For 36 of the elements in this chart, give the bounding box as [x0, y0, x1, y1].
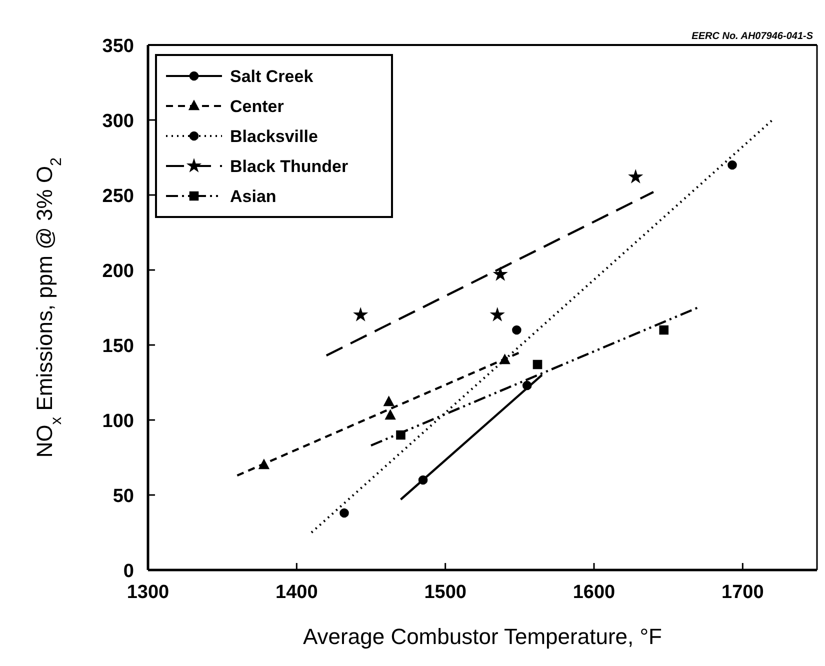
y-tick-label: 350 — [102, 36, 134, 57]
point — [354, 308, 368, 321]
point — [384, 396, 394, 406]
x-tick-label: 1300 — [126, 582, 170, 603]
y-tick-label: 250 — [102, 186, 134, 207]
legend-label: Blacksville — [230, 127, 318, 146]
point — [659, 325, 669, 335]
y-tick-label: 300 — [102, 111, 134, 132]
y-tick-label: 50 — [112, 486, 134, 507]
point — [629, 170, 642, 183]
point — [494, 268, 507, 280]
point — [340, 508, 349, 518]
point — [500, 354, 510, 364]
legend-label: Asian — [230, 187, 276, 206]
x-tick-label: 1500 — [424, 582, 466, 603]
point — [512, 325, 522, 335]
y-tick-label: 150 — [102, 336, 134, 357]
y-tick-label: 0 — [123, 561, 134, 582]
text: EERC No. AH07946-041-S — [692, 31, 814, 42]
point — [522, 380, 532, 390]
x-tick-label: 1400 — [276, 582, 318, 603]
point — [728, 160, 737, 170]
y-tick-label: 100 — [102, 411, 134, 432]
point — [396, 430, 406, 440]
legend-label: Center — [230, 97, 284, 116]
x-tick-label: 1700 — [722, 582, 764, 603]
point — [385, 410, 396, 420]
y-tick-label: 200 — [102, 261, 134, 282]
point — [418, 475, 428, 485]
x-tick-label: 1600 — [572, 582, 616, 603]
legend-label: Black Thunder — [230, 157, 348, 176]
x-axis-title: Average Combustor Temperature, °F — [303, 624, 662, 649]
point — [490, 308, 504, 321]
point — [258, 459, 270, 470]
point — [532, 360, 542, 370]
legend-label: Salt Creek — [230, 67, 314, 86]
